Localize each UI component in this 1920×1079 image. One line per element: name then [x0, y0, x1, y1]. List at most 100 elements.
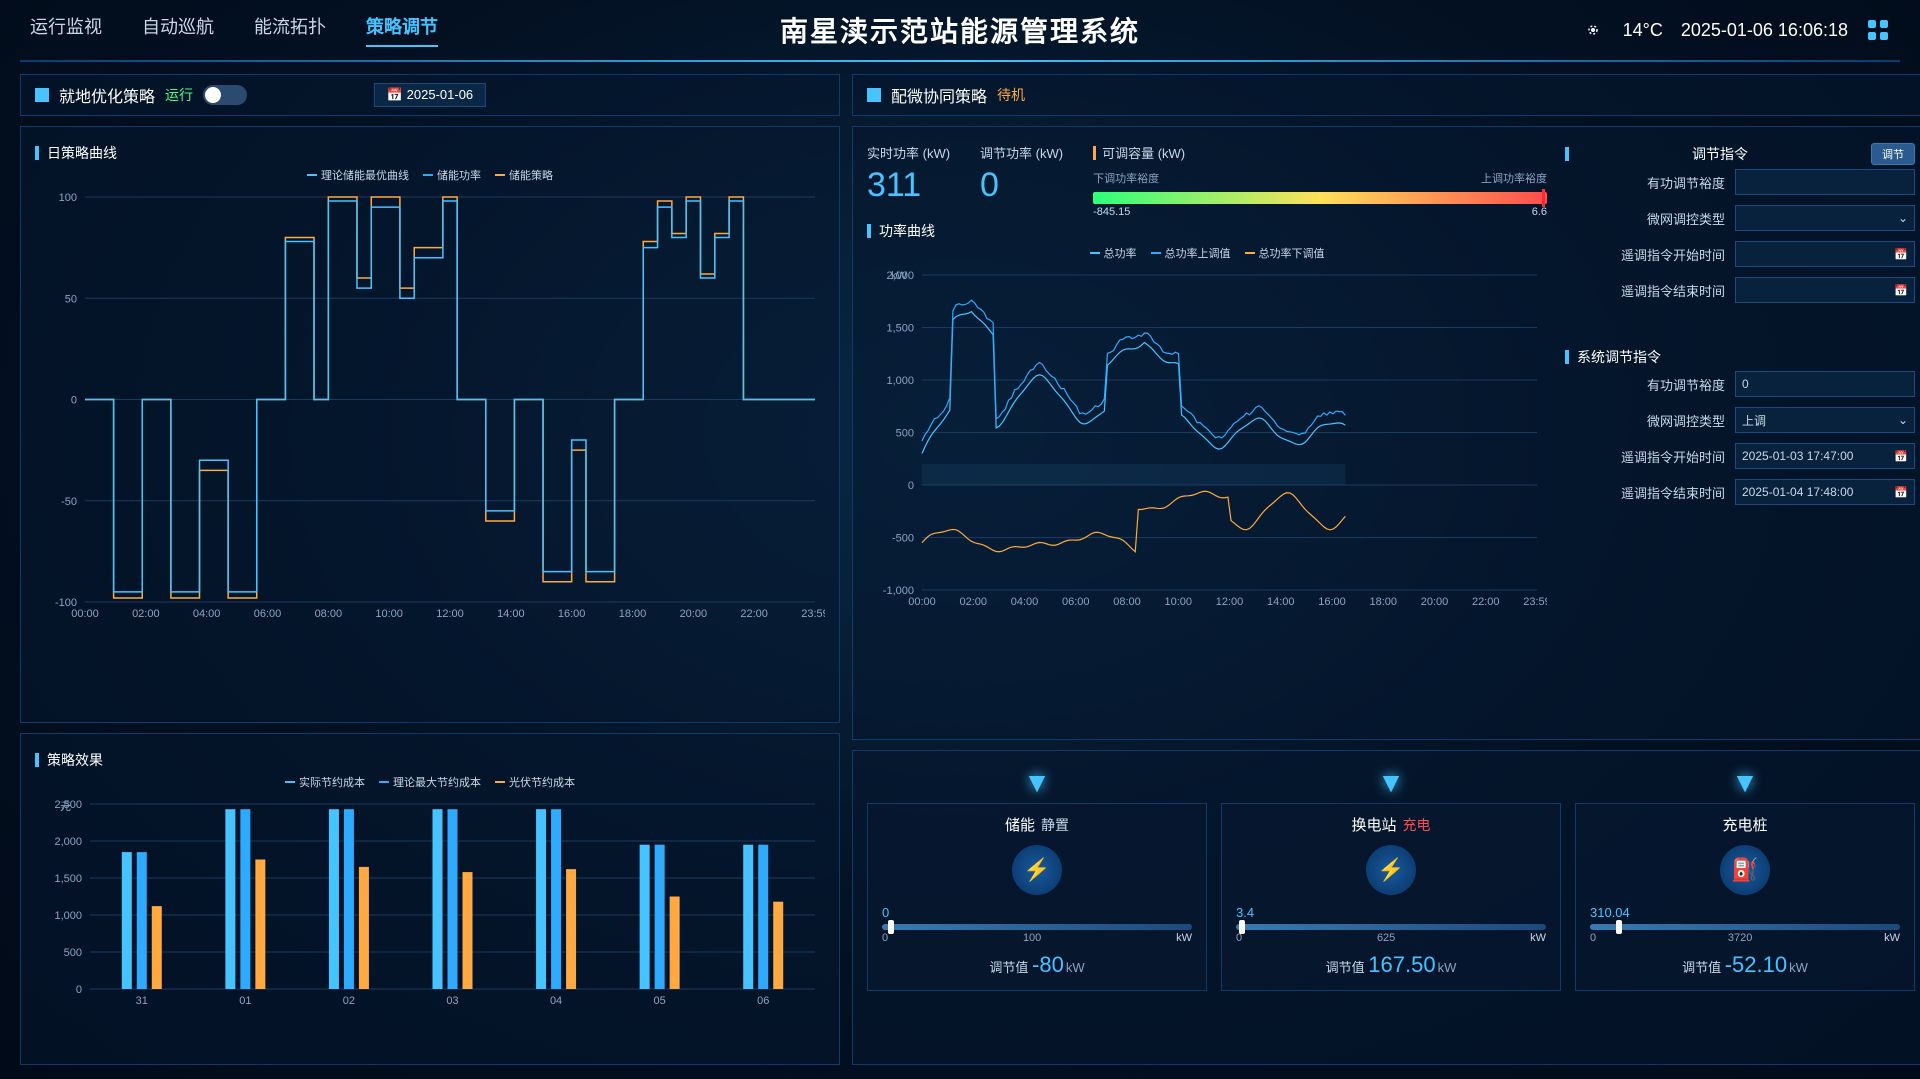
page-title: 南星渎示范站能源管理系统: [780, 10, 1140, 50]
down-margin-label: 下调功率裕度: [1093, 170, 1159, 186]
device-1: ▼换电站充电⚡3.40625kW调节值 167.50kW: [1221, 767, 1561, 991]
svg-text:0: 0: [76, 984, 82, 996]
svg-text:1,000: 1,000: [886, 375, 914, 387]
device-2: ▼充电桩⛽310.0403720kW调节值 -52.10kW: [1575, 767, 1915, 991]
nav-tab-0[interactable]: 运行监视: [30, 13, 102, 47]
adjust-button[interactable]: 调节: [1871, 143, 1915, 165]
svg-text:2,500: 2,500: [54, 799, 82, 811]
adjust-power-value: 0: [980, 166, 1063, 205]
device-slider-value: 0: [882, 905, 1192, 920]
sys-input-2[interactable]: 2025-01-03 17:47:00📅: [1735, 443, 1915, 469]
sys-input-1[interactable]: 上调⌄: [1735, 407, 1915, 433]
power-curve-title: 功率曲线: [867, 221, 1547, 241]
device-slider[interactable]: [1236, 924, 1546, 930]
sys-input-3[interactable]: 2025-01-04 17:48:00📅: [1735, 479, 1915, 505]
cmd-label-1: 微网调控类型: [1647, 209, 1725, 228]
realtime-power-value: 311: [867, 166, 950, 205]
svg-text:12:00: 12:00: [1216, 596, 1244, 608]
datetime: 2025-01-06 16:06:18: [1681, 20, 1848, 41]
svg-text:06: 06: [757, 995, 769, 1007]
apps-icon[interactable]: [1866, 18, 1890, 42]
device-icon: ⚡: [1012, 845, 1062, 895]
arrow-down-icon: ▼: [1731, 767, 1759, 799]
svg-text:20:00: 20:00: [1421, 596, 1449, 608]
svg-text:1,500: 1,500: [886, 323, 914, 335]
chevron-down-icon: ⌄: [1898, 413, 1908, 427]
svg-text:23:59: 23:59: [801, 608, 825, 620]
coop-strategy-title: 配微协同策略: [891, 83, 987, 107]
device-0: ▼储能静置⚡00100kW调节值 -80kW: [867, 767, 1207, 991]
strategy-curve-chart: -100-5005010000:0002:0004:0006:0008:0010…: [35, 187, 825, 627]
strategy-curve-panel: 日策略曲线 理论储能最优曲线储能功率储能策略 -100-5005010000:0…: [20, 126, 840, 723]
strategy-curve-title: 日策略曲线: [35, 143, 825, 163]
up-margin-label: 上调功率裕度: [1481, 170, 1547, 186]
svg-text:00:00: 00:00: [71, 608, 99, 620]
strategy-curve-legend: 理论储能最优曲线储能功率储能策略: [35, 167, 825, 183]
strategy-toggle[interactable]: [203, 85, 247, 105]
svg-text:03: 03: [446, 995, 458, 1007]
svg-text:-50: -50: [61, 496, 77, 508]
device-adjust: 调节值 -52.10kW: [1590, 952, 1900, 978]
nav-tabs: 运行监视 自动巡航 能流拓扑 策略调节: [30, 13, 438, 47]
arrow-down-icon: ▼: [1377, 767, 1405, 799]
svg-text:02:00: 02:00: [132, 608, 160, 620]
svg-text:05: 05: [654, 995, 666, 1007]
capacity-label: 可调容量 (kW): [1102, 143, 1185, 162]
chevron-down-icon: ⌄: [1898, 211, 1908, 225]
svg-text:18:00: 18:00: [1369, 596, 1397, 608]
cmd-input-3[interactable]: 📅: [1735, 277, 1915, 303]
svg-text:12:00: 12:00: [436, 608, 464, 620]
device-icon: ⛽: [1720, 845, 1770, 895]
svg-text:16:00: 16:00: [558, 608, 586, 620]
device-icon: ⚡: [1366, 845, 1416, 895]
power-curve-legend: 总功率总功率上调值总功率下调值: [867, 245, 1547, 261]
power-curve-chart: kW-1,000-50005001,0001,5002,00000:0002:0…: [867, 265, 1547, 615]
coop-strategy-panel: 配微协同策略 待机: [852, 74, 1920, 116]
sys-label-1: 微网调控类型: [1647, 411, 1725, 430]
svg-text:06:00: 06:00: [1062, 596, 1090, 608]
strategy-effect-legend: 实际节约成本理论最大节约成本光伏节约成本: [35, 774, 825, 790]
cmd-label-3: 遥调指令结束时间: [1621, 281, 1725, 300]
weather-icon: [1581, 18, 1605, 42]
header-right: 14°C 2025-01-06 16:06:18: [1581, 18, 1890, 42]
sys-input-0[interactable]: 0: [1735, 371, 1915, 397]
svg-text:500: 500: [64, 947, 82, 959]
device-adjust: 调节值 167.50kW: [1236, 952, 1546, 978]
svg-text:18:00: 18:00: [619, 608, 647, 620]
capacity-bar: -845.15 6.6: [1093, 192, 1547, 204]
svg-text:-500: -500: [892, 533, 914, 545]
date-picker[interactable]: 📅 2025-01-06: [374, 83, 486, 107]
svg-text:01: 01: [239, 995, 251, 1007]
device-adjust: 调节值 -80kW: [882, 952, 1192, 978]
calendar-icon: 📅: [1894, 486, 1908, 499]
svg-text:08:00: 08:00: [315, 608, 343, 620]
nav-tab-1[interactable]: 自动巡航: [142, 13, 214, 47]
svg-text:22:00: 22:00: [740, 608, 768, 620]
nav-tab-2[interactable]: 能流拓扑: [254, 13, 326, 47]
svg-text:04:00: 04:00: [193, 608, 221, 620]
sys-row-2: 遥调指令开始时间 2025-01-03 17:47:00📅: [1565, 443, 1915, 469]
sys-label-2: 遥调指令开始时间: [1621, 447, 1725, 466]
cmd-input-2[interactable]: 📅: [1735, 241, 1915, 267]
svg-text:14:00: 14:00: [497, 608, 525, 620]
calendar-icon: 📅: [1894, 450, 1908, 463]
svg-text:14:00: 14:00: [1267, 596, 1295, 608]
device-slider[interactable]: [882, 924, 1192, 930]
cmd-row-2: 遥调指令开始时间 📅: [1565, 241, 1915, 267]
svg-text:100: 100: [59, 192, 77, 204]
device-slider[interactable]: [1590, 924, 1900, 930]
cmd-label-2: 遥调指令开始时间: [1621, 245, 1725, 264]
realtime-power-label: 实时功率 (kW): [867, 143, 950, 162]
svg-text:22:00: 22:00: [1472, 596, 1500, 608]
cmd-input-1[interactable]: ⌄: [1735, 205, 1915, 231]
svg-text:08:00: 08:00: [1113, 596, 1141, 608]
svg-text:00:00: 00:00: [908, 596, 936, 608]
device-title: 储能静置: [882, 814, 1192, 835]
svg-text:31: 31: [136, 995, 148, 1007]
strategy-effect-panel: 策略效果 实际节约成本理论最大节约成本光伏节约成本 元05001,0001,50…: [20, 733, 840, 1065]
svg-text:10:00: 10:00: [1164, 596, 1192, 608]
nav-tab-3[interactable]: 策略调节: [366, 13, 438, 47]
cmd-input-0[interactable]: [1735, 169, 1915, 195]
svg-text:23:59: 23:59: [1523, 596, 1547, 608]
cmd-label-0: 有功调节裕度: [1647, 173, 1725, 192]
